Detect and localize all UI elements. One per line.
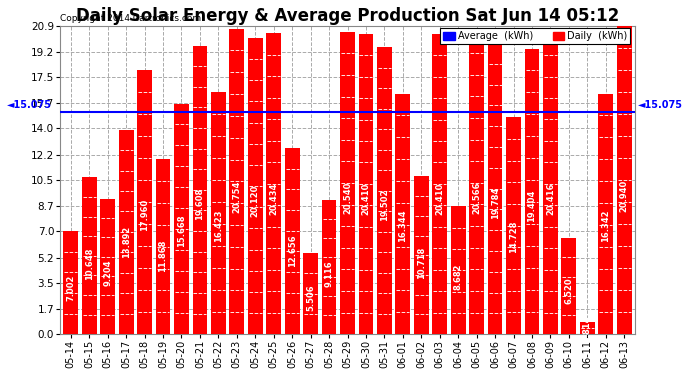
Text: 20.566: 20.566 [472, 182, 481, 214]
Text: 20.120: 20.120 [250, 184, 259, 217]
Text: 16.344: 16.344 [398, 210, 407, 242]
Bar [524, 48, 540, 334]
Bar [598, 94, 613, 334]
Bar [322, 200, 337, 334]
Bar [562, 238, 576, 334]
Text: 20.940: 20.940 [620, 179, 629, 212]
Text: ◄15.075: ◄15.075 [638, 100, 683, 110]
Bar [506, 117, 521, 334]
Bar [451, 206, 466, 334]
Legend: Average  (kWh), Daily  (kWh): Average (kWh), Daily (kWh) [440, 28, 631, 44]
Bar [617, 26, 631, 334]
Title: Daily Solar Energy & Average Production Sat Jun 14 05:12: Daily Solar Energy & Average Production … [76, 7, 619, 25]
Text: 12.656: 12.656 [288, 234, 297, 267]
Text: 16.423: 16.423 [214, 209, 223, 242]
Bar [359, 34, 373, 334]
Text: 20.540: 20.540 [343, 182, 352, 214]
Bar [82, 177, 97, 334]
Text: 19.784: 19.784 [491, 187, 500, 219]
Text: 8.682: 8.682 [454, 263, 463, 290]
Bar [156, 159, 170, 334]
Text: Copyright 2014 Cartronics.com: Copyright 2014 Cartronics.com [60, 14, 201, 23]
Bar [193, 45, 207, 334]
Text: 0.814: 0.814 [583, 315, 592, 342]
Bar [414, 176, 428, 334]
Bar [340, 32, 355, 334]
Text: 20.410: 20.410 [362, 183, 371, 215]
Bar [469, 32, 484, 334]
Bar [119, 130, 133, 334]
Text: 10.718: 10.718 [417, 247, 426, 279]
Bar [266, 33, 281, 334]
Bar [248, 38, 263, 334]
Text: 20.416: 20.416 [546, 183, 555, 215]
Bar [230, 28, 244, 334]
Text: 19.502: 19.502 [380, 189, 389, 221]
Bar [174, 104, 189, 334]
Bar [285, 148, 299, 334]
Bar [488, 43, 502, 334]
Bar [63, 231, 78, 334]
Text: 17.960: 17.960 [140, 199, 149, 231]
Text: 20.410: 20.410 [435, 183, 444, 215]
Text: 15.668: 15.668 [177, 214, 186, 247]
Bar [211, 92, 226, 334]
Text: 13.892: 13.892 [121, 226, 130, 258]
Text: 9.116: 9.116 [324, 260, 333, 287]
Text: 20.434: 20.434 [269, 183, 278, 215]
Text: 6.520: 6.520 [564, 278, 573, 304]
Bar [543, 34, 558, 334]
Bar [377, 47, 392, 334]
Bar [433, 34, 447, 334]
Text: 16.342: 16.342 [601, 210, 610, 242]
Bar [100, 199, 115, 334]
Text: 5.506: 5.506 [306, 284, 315, 311]
Bar [137, 70, 152, 334]
Bar [580, 322, 595, 334]
Text: 7.002: 7.002 [66, 274, 75, 301]
Text: 11.868: 11.868 [159, 239, 168, 272]
Bar [303, 253, 318, 334]
Text: 19.404: 19.404 [527, 189, 536, 222]
Text: ◄15.075: ◄15.075 [7, 100, 52, 110]
Text: 19.608: 19.608 [195, 188, 204, 220]
Text: 9.204: 9.204 [104, 260, 112, 286]
Bar [395, 93, 411, 334]
Text: 10.648: 10.648 [85, 248, 94, 280]
Text: 20.754: 20.754 [233, 180, 241, 213]
Text: 14.728: 14.728 [509, 220, 518, 253]
